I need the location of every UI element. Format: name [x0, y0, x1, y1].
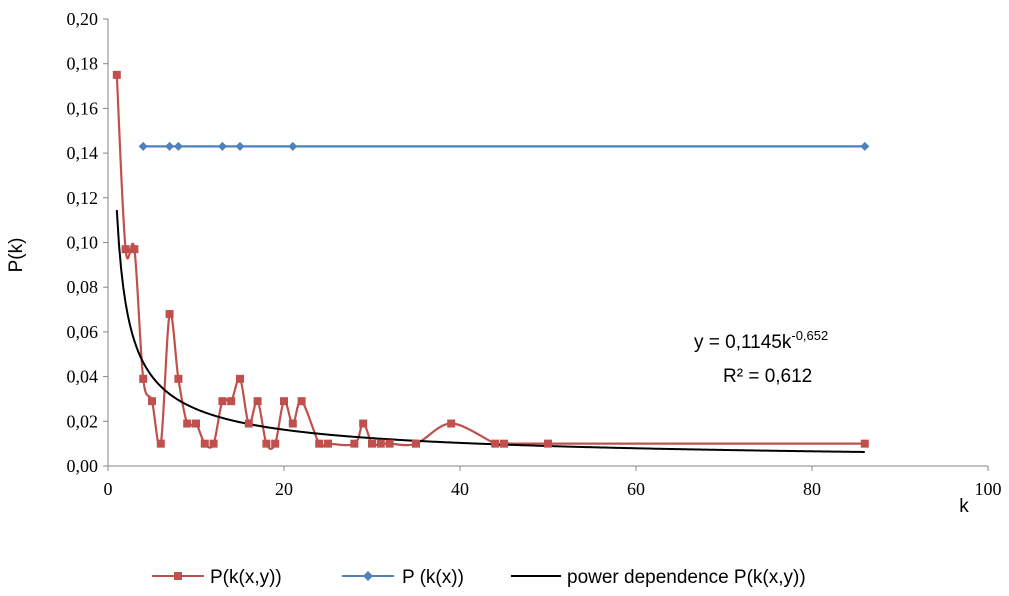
data-point-series-1	[368, 439, 376, 448]
data-point-series-1	[183, 419, 192, 428]
data-point-series-1	[156, 439, 165, 448]
data-point-series-1	[271, 439, 280, 448]
data-point-series-1	[385, 439, 394, 448]
y-tick-label: 0,10	[67, 233, 99, 253]
y-tick-label: 0,20	[67, 9, 99, 29]
data-point-series-1	[192, 419, 200, 428]
equation-annotation: y = 0,1145k-0,652	[694, 328, 828, 353]
data-point-series-1	[359, 419, 368, 428]
data-point-series-1	[148, 397, 156, 406]
data-point-series-1	[860, 439, 869, 448]
data-point-series-1	[244, 419, 253, 428]
data-point-series-2	[860, 141, 870, 151]
data-point-series-1	[288, 419, 297, 428]
data-point-series-1	[130, 245, 139, 254]
y-tick-label: 0,08	[67, 277, 99, 297]
data-point-series-1	[218, 397, 227, 406]
data-point-series-1	[139, 374, 148, 383]
data-point-series-1	[262, 439, 271, 448]
y-tick-label: 0,16	[67, 98, 99, 118]
x-tick-label: 20	[275, 479, 293, 499]
axes	[103, 18, 989, 471]
data-point-series-1	[500, 439, 508, 448]
x-tick-label: 80	[803, 479, 821, 499]
y-axis-label: P(k)	[6, 238, 27, 273]
data-point-series-1	[112, 70, 121, 79]
series-markers	[112, 70, 870, 448]
y-tick-label: 0,02	[67, 411, 99, 431]
legend-marker-series-2	[363, 571, 373, 581]
data-point-series-2	[235, 141, 245, 151]
y-tick-label: 0,18	[67, 54, 99, 74]
y-tick-label: 0,12	[67, 188, 99, 208]
x-tick-label: 100	[975, 479, 1002, 499]
x-axis-label: k	[959, 496, 969, 517]
data-point-series-1	[227, 397, 236, 406]
y-tick-label: 0,04	[67, 367, 99, 387]
series-line-1	[115, 74, 865, 451]
x-tick-labels: 0 20 40 60 80 100	[104, 479, 1002, 499]
legend-label-series-1: P(k(x,y))	[210, 567, 282, 588]
x-tick-label: 0	[104, 479, 113, 499]
y-tick-label: 0,00	[67, 456, 99, 476]
data-point-series-2	[165, 141, 175, 151]
data-point-series-1	[174, 374, 183, 383]
data-point-series-1	[324, 439, 332, 448]
data-point-series-1	[544, 439, 552, 448]
equation-base: y = 0,1145k	[694, 332, 792, 353]
legend-label-series-3: power dependence P(k(x,y))	[567, 567, 806, 588]
legend-label-series-2: P (k(x))	[402, 567, 464, 588]
y-tick-label: 0,06	[67, 322, 99, 342]
data-point-series-1	[236, 374, 244, 383]
data-point-series-1	[350, 439, 359, 448]
trendline-power	[115, 210, 865, 453]
data-point-series-1	[315, 439, 324, 448]
data-point-series-2	[288, 141, 298, 151]
data-point-series-2	[173, 141, 183, 151]
data-point-series-1	[447, 419, 456, 428]
data-point-series-2	[138, 141, 148, 151]
equation-exponent: -0,652	[791, 328, 828, 343]
series-lines	[115, 74, 865, 453]
data-point-series-1	[280, 397, 288, 406]
data-point-series-1	[200, 439, 209, 448]
data-point-series-1	[297, 397, 306, 406]
data-point-series-1	[121, 245, 130, 254]
data-point-series-1	[165, 310, 174, 319]
x-tick-label: 60	[627, 479, 645, 499]
y-tick-label: 0,14	[67, 143, 99, 163]
data-point-series-1	[376, 439, 385, 448]
legend-marker-series-1	[174, 572, 182, 580]
data-point-series-1	[253, 397, 262, 406]
data-point-series-1	[412, 439, 420, 448]
y-tick-labels: 0,00 0,02 0,04 0,06 0,08 0,10 0,12 0,14 0,16 0,18…	[67, 9, 99, 476]
legend: P(k(x,y)) P (k(x)) power dependence P(k(…	[152, 567, 806, 588]
data-point-series-1	[491, 439, 500, 448]
x-tick-label: 40	[451, 479, 469, 499]
data-point-series-2	[217, 141, 227, 151]
data-point-series-1	[209, 439, 218, 448]
r-squared-annotation: R² = 0,612	[723, 366, 812, 387]
